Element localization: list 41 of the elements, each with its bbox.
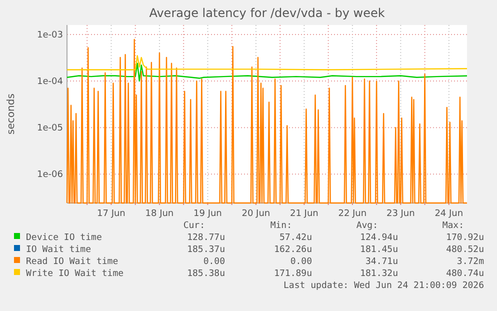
x-tick-label: 19 Jun (194, 209, 222, 219)
x-tick-label: 23 Jun (386, 209, 415, 219)
text: 170.92u (446, 233, 484, 243)
y-tick-label: 1e-03 (37, 30, 63, 40)
text: 3.72m (456, 257, 484, 267)
text: 0.00 (203, 257, 225, 267)
line-series (66, 62, 468, 82)
y-tick-label: 1e-06 (37, 170, 64, 180)
text: 185.38u (187, 269, 225, 279)
text: 0.00 (290, 257, 312, 267)
legend-label: IO Wait time (26, 245, 92, 255)
chart-title: Average latency for /dev/vda - by week (149, 6, 385, 20)
legend-label: Write IO Wait time (26, 269, 124, 279)
line-series (66, 55, 468, 70)
text: 162.26u (274, 245, 312, 255)
text: 181.32u (360, 269, 398, 279)
x-tick-label: 20 Jun (242, 209, 270, 219)
text: Min: (270, 221, 292, 231)
text: 57.42u (279, 233, 312, 243)
x-tick-label: 18 Jun (145, 209, 174, 219)
text: 181.45u (360, 245, 398, 255)
text: 185.37u (187, 245, 225, 255)
y-tick-label: 1e-05 (37, 124, 63, 134)
legend-label: Read IO Wait time (26, 257, 118, 267)
y-axis-title: seconds (6, 94, 17, 134)
x-tick-label: 24 Jun (434, 209, 464, 219)
x-tick-label: 22 Jun (338, 209, 367, 219)
text: 124.94u (360, 233, 398, 243)
text: Avg: (356, 221, 378, 231)
text: 480.52u (446, 245, 484, 255)
x-tick-label: 17 Jun (97, 209, 126, 219)
text: Last update: Wed Jun 24 21:00:09 2026 (284, 281, 484, 291)
text: 34.71u (365, 257, 398, 267)
text: Max: (442, 221, 464, 231)
text: Cur: (183, 221, 205, 231)
text: 480.74u (446, 269, 484, 279)
x-tick-label: 21 Jun (290, 209, 318, 219)
text: 128.77u (187, 233, 225, 243)
text: 171.89u (274, 269, 312, 279)
legend-label: Device IO time (26, 233, 102, 243)
y-tick-label: 1e-04 (37, 77, 64, 88)
